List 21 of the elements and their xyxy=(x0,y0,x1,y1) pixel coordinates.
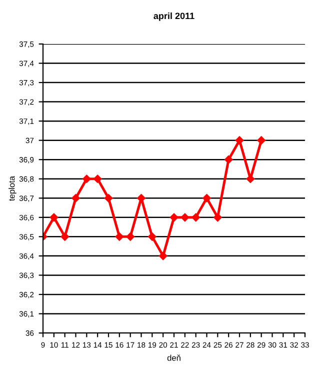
y-axis-title: teplota xyxy=(8,176,16,201)
point xyxy=(192,213,200,222)
point xyxy=(126,232,134,241)
point xyxy=(148,232,156,241)
point xyxy=(104,194,113,202)
point xyxy=(235,136,244,144)
point xyxy=(170,213,178,222)
point xyxy=(72,194,80,202)
chart-title: april 2011 xyxy=(154,12,194,21)
point xyxy=(202,194,211,202)
point xyxy=(50,213,58,222)
point xyxy=(60,232,69,241)
point xyxy=(115,232,124,241)
point xyxy=(214,213,222,222)
point xyxy=(224,155,233,164)
point xyxy=(180,213,190,222)
point xyxy=(82,174,91,183)
x-axis-title: deň xyxy=(167,354,180,361)
point xyxy=(257,136,266,144)
point xyxy=(93,174,102,183)
point xyxy=(158,252,168,260)
